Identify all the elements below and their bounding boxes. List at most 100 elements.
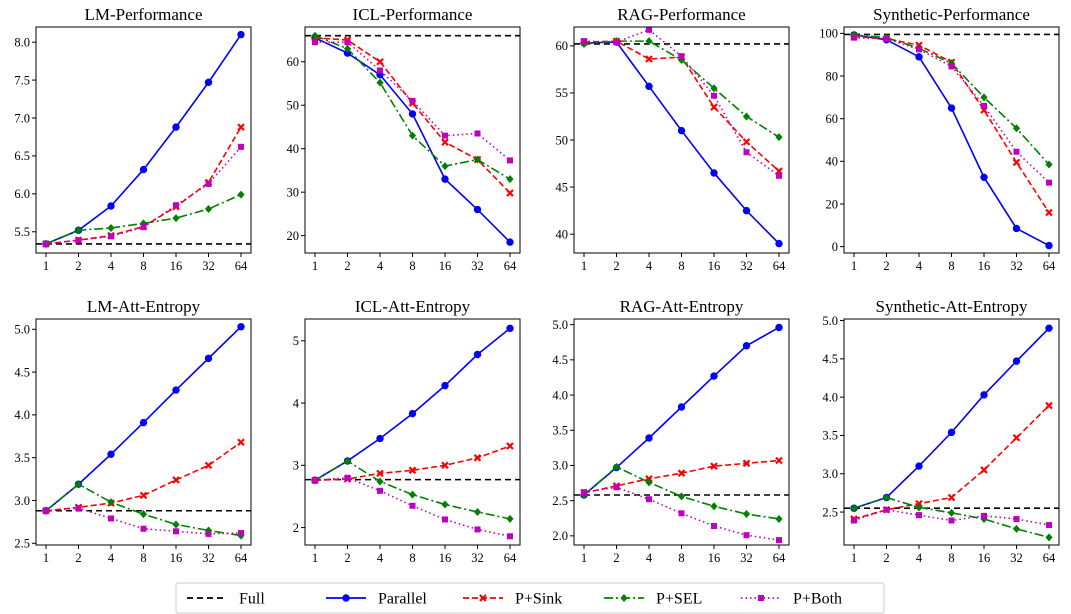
data-point <box>711 92 717 99</box>
data-point <box>1045 160 1053 169</box>
y-tick-label: 2 <box>293 521 299 535</box>
x-tick-label: 1 <box>581 259 587 273</box>
series-line <box>853 496 1050 539</box>
data-point <box>710 372 718 380</box>
data-point <box>980 466 988 474</box>
y-tick-label: 4.0 <box>14 408 30 422</box>
x-tick-label: 64 <box>773 259 786 273</box>
data-point <box>237 323 245 331</box>
x-tick-label: 16 <box>978 259 991 273</box>
data-point <box>678 53 685 60</box>
legend-item-p-sink: P+Sink <box>463 591 562 608</box>
data-point <box>506 238 514 246</box>
y-tick-label: 50 <box>287 99 300 113</box>
y-tick-label: 40 <box>556 227 569 241</box>
axes-frame <box>843 26 1060 254</box>
axes-frame <box>35 318 252 546</box>
plot-area <box>305 31 520 246</box>
data-point <box>205 530 212 537</box>
data-point <box>677 403 686 411</box>
series-p-sink <box>42 438 245 515</box>
data-point <box>506 189 514 197</box>
subplot-title: ICL-Performance <box>353 5 473 24</box>
subplot-icl-performance: ICL-Performance 20 30 40 50 60 1 2 4 8 16 32 64 <box>287 5 521 273</box>
subplot-title: RAG-Att-Entropy <box>620 297 744 316</box>
data-point <box>473 205 482 214</box>
subplot-icl-att-entropy: ICL-Att-Entropy 2 3 4 5 1 2 4 8 16 32 64 <box>293 297 521 565</box>
subplot-rag-performance: RAG-Performance 40 45 50 55 60 1 2 4 8 16 32 64 <box>556 5 790 273</box>
data-point <box>473 350 482 359</box>
data-point <box>506 324 514 333</box>
x-tick-label: 32 <box>740 259 753 273</box>
data-point <box>441 381 449 390</box>
series-line <box>853 327 1050 509</box>
data-point <box>204 461 213 470</box>
data-point <box>312 477 318 484</box>
data-point <box>107 450 115 458</box>
data-point <box>851 517 857 524</box>
data-point <box>1046 179 1052 186</box>
x-tick-label: 4 <box>108 551 115 565</box>
data-point <box>947 104 956 112</box>
data-point <box>743 149 750 156</box>
y-tick-label: 2.5 <box>552 494 568 508</box>
data-point <box>948 63 955 70</box>
data-point <box>172 520 180 529</box>
y-tick-label: 7.5 <box>14 73 30 87</box>
data-point <box>43 507 49 514</box>
data-point <box>140 224 147 231</box>
axes-frame <box>573 26 790 254</box>
axes-frame <box>843 318 1060 546</box>
data-point <box>408 110 417 118</box>
data-point <box>1012 357 1021 365</box>
y-tick-label: 2.5 <box>822 505 838 519</box>
series-parallel <box>311 324 514 484</box>
data-point <box>677 126 686 135</box>
data-point <box>1013 148 1020 155</box>
y-tick-label: 2.5 <box>14 537 30 551</box>
data-point <box>882 493 891 502</box>
data-point <box>743 532 750 539</box>
data-point <box>775 456 783 465</box>
data-point <box>613 484 620 491</box>
data-point <box>711 522 717 529</box>
subplot-title: RAG-Performance <box>617 5 745 24</box>
x-tick-label: 4 <box>916 551 923 565</box>
data-point <box>645 478 653 487</box>
series-p-sel <box>311 31 514 184</box>
y-tick-label: 5 <box>293 334 299 348</box>
series-p-both <box>851 34 1052 186</box>
x-tick-label: 16 <box>170 259 183 273</box>
x-tick-label: 32 <box>1010 551 1023 565</box>
data-point <box>441 175 449 183</box>
x-tick-label: 4 <box>916 259 923 273</box>
y-tick-label: 60 <box>287 55 300 69</box>
data-point <box>645 37 653 46</box>
data-point <box>107 223 115 232</box>
data-point <box>441 500 449 509</box>
legend: Full Parallel P+Sink P+SEL P+Both <box>175 582 885 614</box>
data-point <box>645 434 653 442</box>
series-p-sink <box>580 456 783 497</box>
data-point <box>172 214 180 223</box>
data-point <box>506 442 514 450</box>
data-point <box>851 34 857 41</box>
legend-item-parallel: Parallel <box>326 591 427 608</box>
data-point <box>409 97 416 104</box>
legend-marker <box>342 594 350 602</box>
data-point <box>710 462 718 470</box>
y-tick-label: 4.0 <box>822 390 838 404</box>
data-point <box>1012 524 1021 533</box>
series-line <box>45 441 242 512</box>
x-tick-label: 8 <box>678 259 684 273</box>
x-tick-label: 1 <box>851 551 857 565</box>
x-tick-label: 4 <box>108 259 115 273</box>
data-point <box>376 477 384 486</box>
data-point <box>506 514 514 523</box>
data-point <box>677 492 686 501</box>
data-point <box>409 502 416 509</box>
x-tick-label: 8 <box>140 259 146 273</box>
legend-label: Full <box>239 591 265 608</box>
data-point <box>645 55 653 63</box>
